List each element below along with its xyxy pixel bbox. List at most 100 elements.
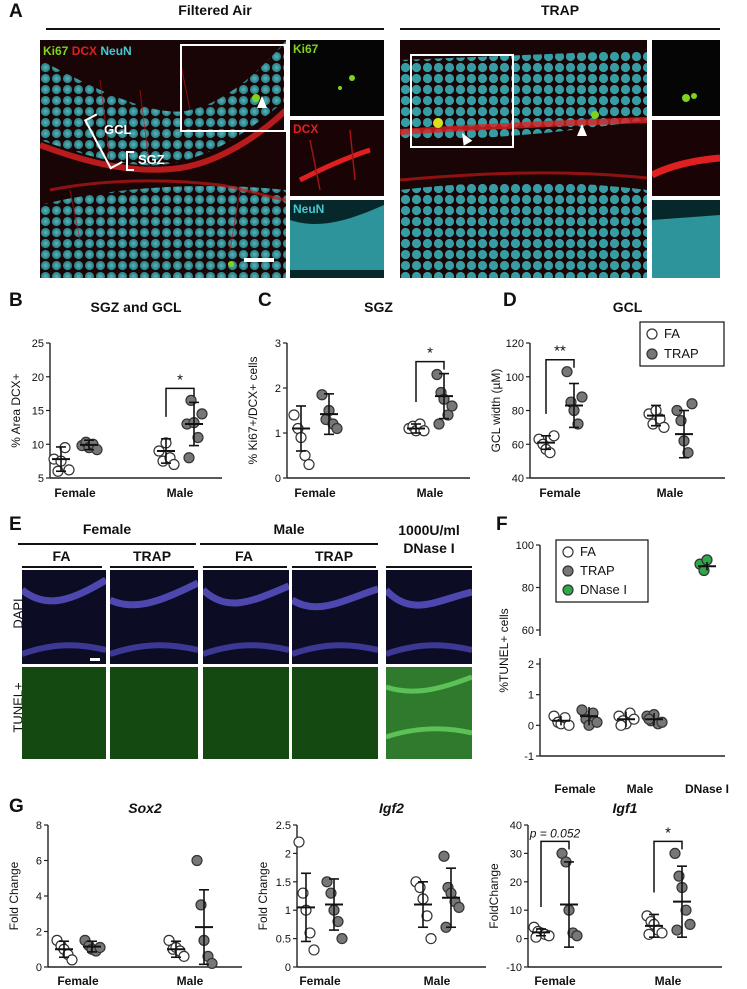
data-point-D	[568, 404, 580, 417]
e-trap2: TRAP	[314, 548, 354, 564]
data-point-B	[80, 436, 92, 448]
data-point-G1	[66, 954, 78, 966]
data-point-D	[654, 413, 666, 425]
e-fa1-line	[22, 566, 102, 568]
ytick-label-F: 2	[528, 659, 534, 671]
legend-marker-F	[562, 565, 574, 577]
inset-neun-right	[652, 200, 720, 278]
e-male-line	[200, 543, 378, 545]
scale-bar	[244, 258, 274, 262]
data-point-G1	[167, 943, 179, 955]
data-point-C	[299, 449, 311, 462]
ytick-label-D: 80	[512, 406, 524, 418]
data-point-B	[153, 445, 165, 457]
data-point-G3	[528, 921, 540, 933]
sig-bracket-B	[165, 387, 195, 417]
chart-title-G3: Igf1	[613, 800, 638, 816]
data-point-C	[446, 400, 458, 412]
sig-bracket-G3	[540, 840, 570, 907]
data-point-G1	[202, 950, 214, 962]
data-point-D	[650, 404, 662, 417]
sgz-bracket	[126, 151, 134, 171]
data-point-G1	[174, 945, 186, 957]
panel-letter-b: B	[9, 290, 23, 311]
data-point-B	[185, 394, 197, 406]
ytick-label-G3: -10	[506, 962, 522, 974]
ytick-label-B: 5	[38, 473, 44, 485]
data-point-G3	[571, 930, 583, 942]
data-point-F	[563, 719, 575, 731]
arrowhead-right-2	[577, 124, 587, 136]
data-point-F	[620, 718, 632, 730]
legend-label-F: DNase I	[580, 582, 627, 597]
e-dnase-line1: 1000U/ml	[398, 522, 460, 538]
e-fa2-line	[203, 566, 287, 568]
e-dnase-line2: DNase I	[403, 540, 455, 556]
data-point-G2	[297, 887, 309, 899]
data-point-B	[52, 465, 64, 477]
data-point-G3	[641, 910, 653, 922]
category-label-F: Male	[627, 782, 654, 796]
data-point-F	[591, 716, 603, 728]
chart-title-D: GCL	[613, 299, 643, 315]
data-point-B	[157, 455, 169, 467]
data-point-D	[658, 421, 670, 433]
e-dapi-tile-4	[292, 570, 378, 664]
data-point-G1	[178, 950, 190, 962]
sig-label-B: *	[177, 371, 183, 388]
ytick-label-G3: 20	[510, 877, 522, 889]
data-point-G1	[195, 899, 207, 911]
e-male-header: Male	[273, 521, 305, 537]
inset-neun-left	[290, 200, 384, 278]
data-point-C	[331, 422, 343, 435]
ytick-label-F: 100	[516, 540, 534, 552]
data-point-B	[48, 453, 60, 465]
e-trap2-line	[292, 566, 376, 568]
legend-label-F: FA	[580, 544, 596, 559]
data-point-F	[583, 719, 595, 731]
data-point-F	[701, 554, 713, 566]
stain-neun: NeuN	[100, 44, 132, 58]
data-point-D	[678, 435, 690, 447]
data-point-G3	[656, 927, 668, 939]
e-dapi-tile-2	[110, 570, 198, 664]
data-point-D	[565, 396, 577, 408]
ytick-label-D: 120	[506, 338, 524, 350]
data-point-G3	[680, 904, 692, 916]
e-trap1: TRAP	[132, 548, 172, 564]
ytick-label-G3: 40	[510, 820, 522, 832]
sgz-label: SGZ	[138, 152, 165, 167]
e-dapi-tile-1	[22, 570, 106, 664]
legend-marker-F	[562, 546, 574, 558]
data-point-F	[587, 707, 599, 719]
data-point-G2	[321, 876, 333, 888]
data-point-B	[181, 418, 193, 430]
gcl-label: GCL	[104, 122, 132, 137]
e-tunel-tile-4	[292, 667, 378, 759]
panel-letter-f: F	[496, 514, 508, 535]
ylabel-F: %TUNEL+ cells	[497, 608, 511, 692]
ytick-label-C: 3	[275, 338, 281, 350]
category-label-G2: Female	[299, 974, 341, 988]
group-trap: TRAP	[540, 2, 580, 18]
e-female-header: Female	[82, 521, 132, 537]
legend-marker-D	[646, 348, 658, 360]
data-point-G1	[55, 940, 67, 952]
category-label-C: Male	[417, 486, 444, 500]
data-point-G2	[449, 896, 461, 908]
data-point-B	[168, 458, 180, 471]
ytick-label-F: 60	[522, 625, 534, 637]
data-point-G3	[684, 918, 696, 931]
data-point-B	[63, 464, 75, 476]
data-point-F	[552, 716, 564, 728]
sig-bracket-G3	[653, 840, 683, 893]
stain-label-group: Ki67 DCX NeuN	[43, 44, 132, 58]
data-point-F	[613, 710, 625, 722]
ytick-label-G2: 1	[285, 905, 291, 917]
legend-box-F	[555, 539, 649, 603]
group-trap-line	[400, 28, 720, 30]
data-point-F	[698, 564, 710, 577]
data-point-G3	[673, 870, 685, 882]
category-label-G2: Male	[424, 974, 451, 988]
data-point-G2	[414, 881, 426, 894]
